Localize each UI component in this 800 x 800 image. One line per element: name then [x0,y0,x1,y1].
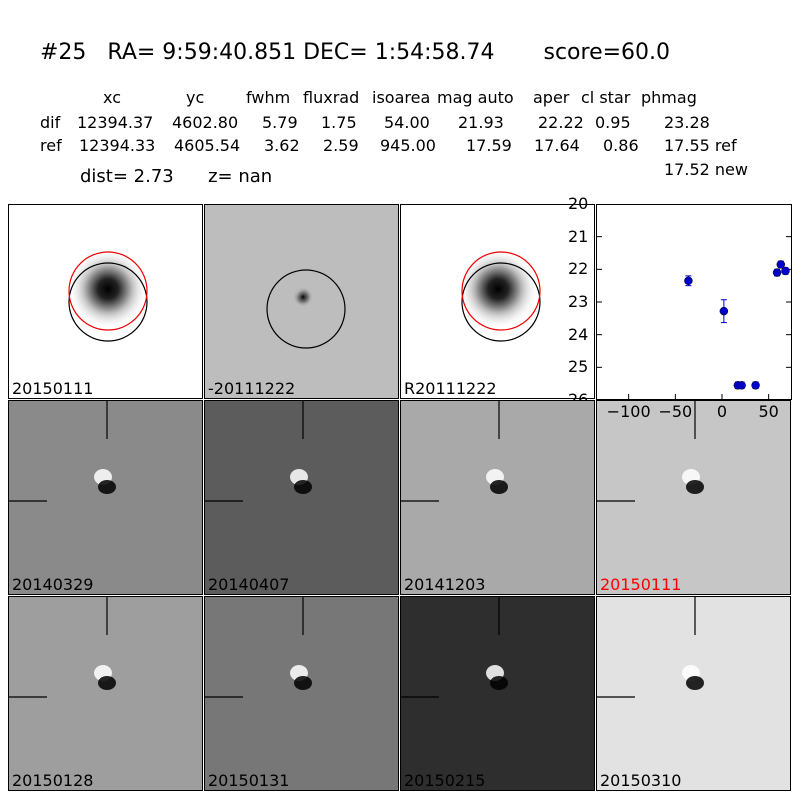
ref-aper: 17.64 [534,136,580,155]
stamp-epoch-label: 20140329 [12,575,94,594]
col-aper: aper [533,88,570,107]
dif-cl-star: 0.95 [595,113,631,132]
stamp-new: 20150111 [8,204,203,399]
source-negative [490,676,508,690]
dif-fwhm: 5.79 [262,113,298,132]
x-tick-label: −100 [606,402,651,421]
y-tick-label: 21 [568,226,589,246]
stamp-ref-image [458,249,541,342]
y-tick-label: 22 [568,259,589,279]
plot-frame [596,204,792,400]
stamp-ref: R20111222 [400,204,595,399]
data-point [772,268,782,277]
dif-fluxrad: 1.75 [321,113,357,132]
col-phmag: phmag [641,88,697,107]
ref-isoarea: 945.00 [380,136,436,155]
stamp-new-label: 20150111 [12,379,94,398]
stamp-diff: -20111222 [204,204,399,399]
source-negative [98,676,116,690]
ref-mag-auto: 17.59 [466,136,512,155]
col-yc: yc [186,88,205,107]
dist-line: dist= 2.73 z= nan [80,166,272,187]
source-negative [294,676,312,690]
dif-isoarea: 54.00 [384,113,430,132]
row-label-dif: dif [40,113,61,132]
ra-value: RA= 9:59:40.851 [107,40,297,65]
stamp-epoch-0: 20140329 [8,400,203,595]
new-phmag: 17.52 new [664,160,748,179]
stamp-epoch-4: 20150128 [8,596,203,791]
y-tick-label: 23 [568,292,589,311]
row-label-ref: ref [40,136,62,155]
data-point [751,381,760,390]
stamp-epoch-image [205,597,312,698]
ref-fluxrad: 2.59 [323,136,359,155]
x-tick-label: 0 [716,402,728,421]
stamp-epoch-image [401,401,508,502]
dif-xc: 12394.37 [77,113,154,132]
data-point [776,260,786,269]
data-point [737,381,746,390]
stamp-epoch-image [205,401,312,502]
stamp-epoch-image [597,597,704,698]
source-negative [294,480,312,494]
dist-value: dist= 2.73 [80,166,174,187]
source-negative [686,676,704,690]
ref-cl-star: 0.86 [603,136,639,155]
stamp-epoch-image [401,597,508,698]
data-point [719,306,729,316]
ref-fwhm: 3.62 [264,136,300,155]
stamp-new-image [68,249,148,342]
stamp-diff-image [266,269,346,349]
col-isoarea: isoarea [372,88,431,107]
x-tick-label: 50 [758,402,779,421]
dif-phmag: 23.28 [664,113,710,132]
stamp-epoch-label: 20150131 [208,771,290,790]
data-point [781,266,790,276]
col-cl-star: cl star [581,88,631,107]
stamp-epoch-image [9,597,116,698]
stamp-ref-label: R20111222 [404,379,497,398]
stamp-epoch-label: 20150215 [404,771,486,790]
dif-yc: 4602.80 [172,113,239,132]
stamp-epoch-label: 20150128 [12,771,94,790]
stamp-epoch-label: 20140407 [208,575,290,594]
score-value: score=60.0 [543,40,671,65]
ref-yc: 4605.54 [174,136,241,155]
stamp-epoch-image [597,401,704,502]
stamp-epoch-label: 20141203 [404,575,486,594]
dec-value: DEC= 1:54:58.74 [303,40,495,65]
z-value: z= nan [208,166,273,187]
stamp-epoch-5: 20150131 [204,596,399,791]
stamp-epoch-7: 20150310 [596,596,791,791]
stamp-epoch-image [9,401,116,502]
light-curve-plot [596,204,792,400]
source-negative [686,480,704,494]
stamp-epoch-6: 20150215 [400,596,595,791]
source-negative [490,480,508,494]
y-tick-label: 25 [568,357,589,377]
col-fwhm: fwhm [246,88,291,107]
stamp-epoch-1: 20140407 [204,400,399,595]
dif-aper: 22.22 [538,113,584,132]
object-id: #25 [40,40,87,65]
stamp-epoch-2: 20141203 [400,400,595,595]
stamp-diff-label: -20111222 [208,379,296,398]
ref-xc: 12394.33 [79,136,156,155]
stamp-epoch-label: 20150111 [600,575,682,594]
y-tick-label: 20 [568,194,589,213]
dif-mag-auto: 21.93 [458,113,504,132]
col-mag-auto: mag auto [437,88,514,107]
ref-phmag: 17.55 ref [664,136,737,155]
page-title: #25 RA= 9:59:40.851 DEC= 1:54:58.74 scor… [40,40,670,65]
stamp-epoch-label: 20150310 [600,771,682,790]
col-xc: xc [103,88,121,107]
stamp-epoch-3: 20150111 [596,400,791,595]
data-point [684,276,693,286]
source-negative [98,480,116,494]
col-fluxrad: fluxrad [303,88,360,107]
y-tick-label: 24 [568,324,589,344]
x-tick-label: −50 [658,402,693,421]
